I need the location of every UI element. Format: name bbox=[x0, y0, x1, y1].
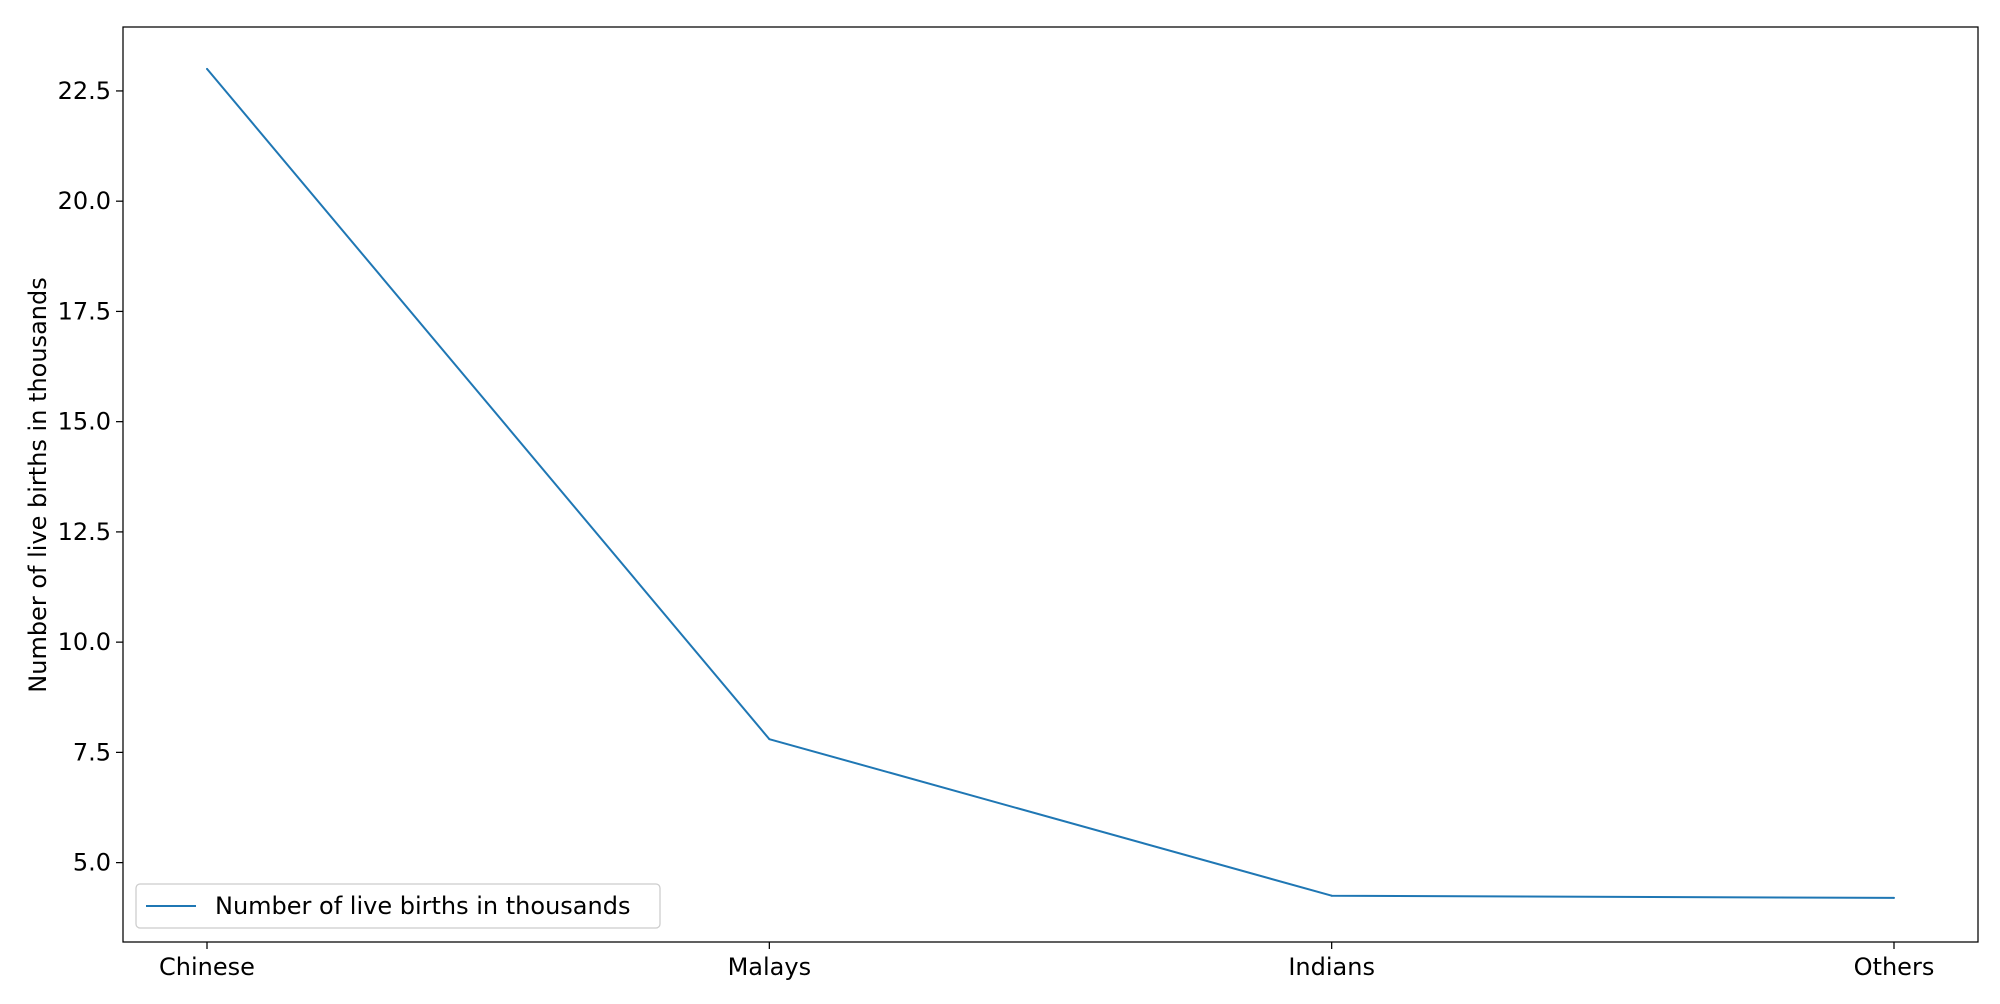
y-tick-label: 7.5 bbox=[73, 738, 111, 766]
y-tick-label: 10.0 bbox=[58, 628, 111, 656]
x-axis-ticks: Chinese Malays Indians Others bbox=[159, 942, 1934, 981]
series-layer bbox=[206, 67, 1895, 899]
y-tick-label: 12.5 bbox=[58, 518, 111, 546]
x-tick-label: Indians bbox=[1288, 953, 1375, 981]
data-point bbox=[768, 738, 771, 741]
x-tick-label: Chinese bbox=[159, 953, 255, 981]
x-tick-label: Others bbox=[1854, 953, 1935, 981]
data-point bbox=[206, 67, 208, 70]
data-point bbox=[1330, 894, 1333, 897]
legend-entry-label: Number of live births in thousands bbox=[215, 892, 630, 920]
y-tick-label: 20.0 bbox=[58, 187, 111, 215]
x-tick-label: Malays bbox=[728, 953, 812, 981]
y-tick-label: 5.0 bbox=[73, 849, 111, 877]
legend-box bbox=[135, 883, 661, 929]
y-tick-label: 17.5 bbox=[58, 297, 111, 325]
data-point bbox=[1893, 896, 1895, 899]
legend: Number of live births in thousands bbox=[135, 883, 661, 929]
y-tick-label: 22.5 bbox=[58, 77, 111, 105]
y-tick-label: 15.0 bbox=[58, 408, 111, 436]
plot-area-frame bbox=[122, 26, 1979, 943]
y-axis-ticks: 5.0 7.5 10.0 12.5 15.0 17.5 20.0 22.5 bbox=[58, 77, 123, 877]
y-axis-label: Number of live births in thousands bbox=[24, 277, 52, 692]
series-line bbox=[206, 68, 1895, 899]
